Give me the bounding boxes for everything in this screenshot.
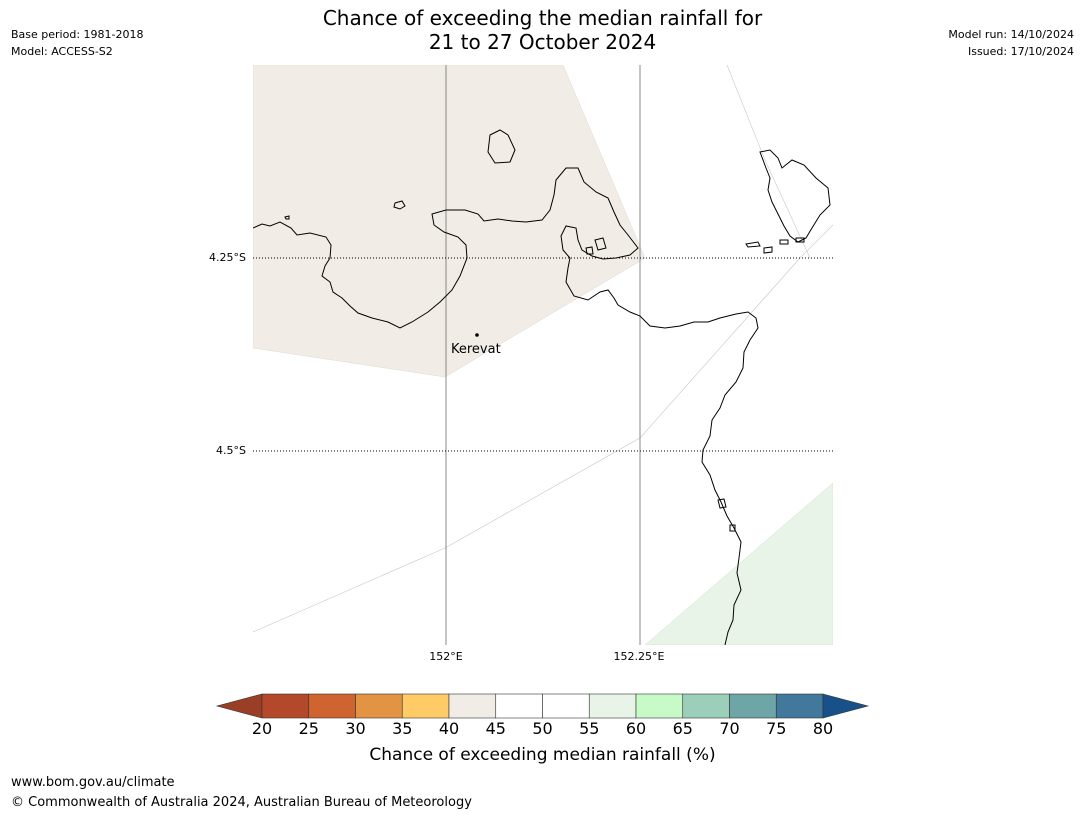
northeast-islet-4 <box>795 237 805 243</box>
page-title: Chance of exceeding the median rainfall … <box>0 6 1085 54</box>
region-35-40 <box>253 65 646 378</box>
northeast-islet-1 <box>745 241 761 248</box>
colorbar-tick-label: 40 <box>438 719 460 738</box>
colorbar-bin <box>355 693 403 719</box>
contour-line <box>726 65 811 259</box>
northeast-islands <box>759 149 831 243</box>
lat-label-4-25s: 4.25°S <box>209 251 246 264</box>
colorbar-bin <box>261 693 310 719</box>
colorbar-label: Chance of exceeding median rainfall (%) <box>369 745 716 765</box>
northeast-islet-2 <box>763 246 773 254</box>
colorbar-bin <box>588 693 637 719</box>
kerevat-marker <box>475 333 479 337</box>
colorbar-tick-label: 65 <box>672 719 693 738</box>
colorbar-tick-label: 35 <box>392 719 413 738</box>
colorbar-tick-label: 75 <box>766 719 787 738</box>
issued-text: Issued: 17/10/2024 <box>967 45 1074 58</box>
colorbar-tick-label: 55 <box>579 719 600 738</box>
colorbar-tick-label: 60 <box>625 719 647 738</box>
coast-inlet-2 <box>729 524 736 532</box>
northeast-islet-3 <box>779 239 789 245</box>
region-55-60 <box>644 482 833 645</box>
coastline-main <box>253 167 759 645</box>
colorbar-over-arrow <box>822 693 870 719</box>
island-5 <box>594 237 607 251</box>
colorbar-bin <box>401 693 450 719</box>
coastline <box>253 129 831 645</box>
map-area <box>253 65 833 645</box>
colorbar <box>215 693 870 719</box>
colorbar-bin <box>729 693 777 719</box>
lat-label-4-5s: 4.5°S <box>216 444 246 457</box>
colorbar-bin <box>448 693 497 719</box>
place-label-kerevat: Kerevat <box>451 342 501 357</box>
lon-label-152e: 152°E <box>429 650 463 663</box>
colorbar-bin <box>635 693 684 719</box>
island-3 <box>284 215 290 220</box>
header-right-meta: Model run: 14/10/2024 Issued: 17/10/2024 <box>948 26 1074 60</box>
island-2 <box>393 200 406 210</box>
model-text: Model: ACCESS-S2 <box>11 45 113 58</box>
colorbar-bin <box>682 693 730 719</box>
colorbar-bin <box>495 693 543 719</box>
base-period-text: Base period: 1981-2018 <box>11 28 144 41</box>
colorbar-tick-label: 80 <box>812 719 834 738</box>
footer-copyright: © Commonwealth of Australia 2024, Austra… <box>11 795 472 810</box>
colorbar-under-arrow <box>215 693 263 719</box>
colorbar-tick-label: 45 <box>485 719 506 738</box>
island-1 <box>487 129 516 164</box>
colorbar-bin <box>775 693 824 719</box>
colorbar-tick-label: 30 <box>345 719 366 738</box>
colorbar-tick-label: 50 <box>532 719 553 738</box>
colorbar-tick-label: 70 <box>719 719 740 738</box>
footer-website: www.bom.gov.au/climate <box>11 775 175 790</box>
title-line-2: 21 to 27 October 2024 <box>428 30 657 54</box>
coast-inlet-1 <box>717 498 727 509</box>
colorbar-bin <box>308 693 356 719</box>
model-run-text: Model run: 14/10/2024 <box>948 28 1074 41</box>
colorbar-tick-label: 25 <box>298 719 319 738</box>
header-left-meta: Base period: 1981-2018 Model: ACCESS-S2 <box>11 26 143 60</box>
title-line-1: Chance of exceeding the median rainfall … <box>322 6 763 30</box>
colorbar-bin <box>542 693 590 719</box>
island-4 <box>585 246 594 255</box>
colorbar-tick-label: 20 <box>251 719 273 738</box>
lon-label-152-25e: 152.25°E <box>613 650 665 663</box>
